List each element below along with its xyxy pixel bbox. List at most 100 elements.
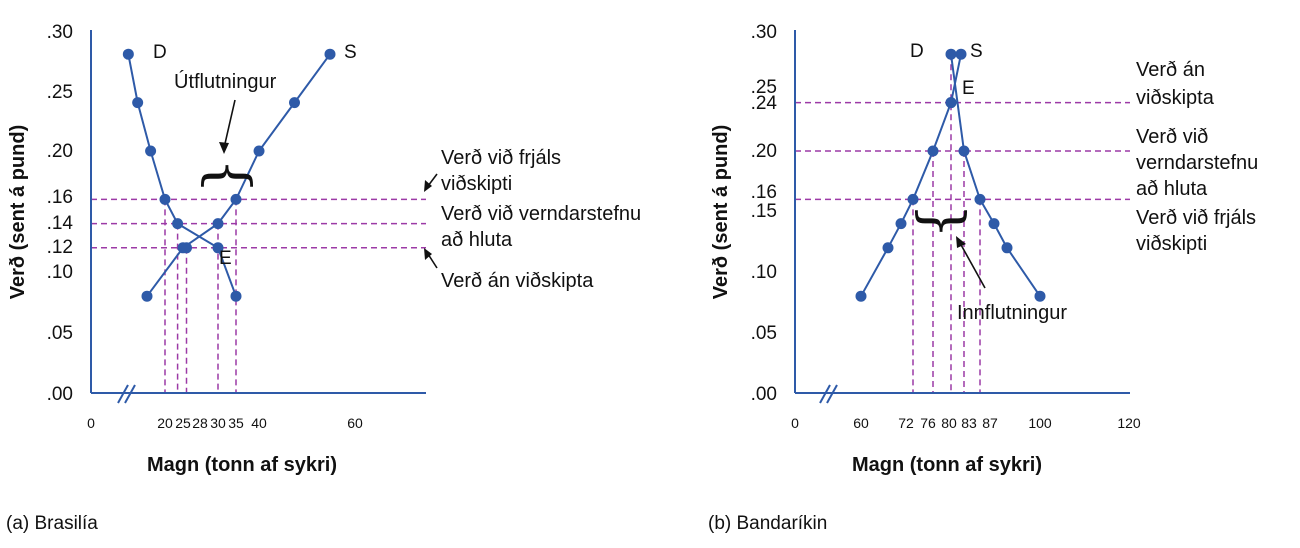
panel-b-import-brace: { xyxy=(907,203,972,239)
panel-b-ytick: .25 xyxy=(751,77,777,98)
panel-b-points xyxy=(855,48,1046,302)
panel-b-xtick: 83 xyxy=(961,415,977,431)
panel-a-free-trade-label-2: viðskipti xyxy=(441,173,512,195)
panel-b-dashed-lines xyxy=(795,54,1130,393)
a-demand-point xyxy=(172,218,184,230)
a-supply-point xyxy=(324,48,336,60)
panel-a-partial-label-1: Verð við verndarstefnu xyxy=(441,203,641,225)
panel-b-import-label: Innflutningur xyxy=(957,302,1067,324)
b-demand-point xyxy=(974,193,986,205)
panel-a-x-axis-title: Magn (tonn af sykri) xyxy=(147,454,337,476)
panel-b-ytick: .05 xyxy=(751,323,777,344)
b-supply-point xyxy=(855,290,867,302)
b-demand-point xyxy=(1001,242,1013,254)
panel-b-ytick: .30 xyxy=(751,22,777,43)
panel-b-no-trade-label-1: Verð án xyxy=(1136,59,1205,81)
a-supply-point xyxy=(253,145,265,157)
panel-a-ytick: .14 xyxy=(47,213,74,234)
a-demand-point xyxy=(212,242,224,254)
panel-b-x-axis-title: Magn (tonn af sykri) xyxy=(852,454,1042,476)
panel-b-caption: (b) Bandaríkin xyxy=(708,513,827,534)
panel-b-axis-break-1 xyxy=(819,384,831,404)
panel-a-ytick: .25 xyxy=(47,82,73,103)
panel-a-ytick: .20 xyxy=(47,141,73,162)
panel-b-ytick: .24 xyxy=(751,93,778,114)
panel-a-export-brace: { xyxy=(196,158,261,194)
panel-b-xtick: 72 xyxy=(898,415,914,431)
panel-a-ytick: .16 xyxy=(47,187,73,208)
a-supply-point xyxy=(141,290,153,302)
panel-a-free-trade-label-1: Verð við frjáls xyxy=(441,147,561,169)
panel-a-axis-break-2 xyxy=(124,384,136,404)
panel-a-xtick: 35 xyxy=(228,415,244,431)
panel-a-xtick: 0 xyxy=(87,415,95,431)
panel-a-ytick: .05 xyxy=(47,323,73,344)
panel-a-x-ticks: 0 20 25 28 30 35 40 60 xyxy=(87,415,363,431)
panel-b-xtick: 120 xyxy=(1117,415,1141,431)
panel-b-usa: .30 .25 .24 .20 .16 .15 .10 .05 .00 0 60… xyxy=(708,22,1258,534)
panel-a-xtick: 40 xyxy=(251,415,267,431)
panel-a-demand-label: D xyxy=(153,42,167,63)
panel-b-xtick: 0 xyxy=(791,415,799,431)
panel-a-export-arrowhead xyxy=(219,142,229,154)
b-demand-point xyxy=(958,145,970,157)
panel-b-import-arrowhead xyxy=(956,236,966,248)
panel-b-partial-label-2: verndarstefnu xyxy=(1136,152,1258,174)
panel-b-ytick: .15 xyxy=(751,201,777,222)
panel-b-xtick: 100 xyxy=(1028,415,1052,431)
a-demand-point xyxy=(145,145,157,157)
panel-a-no-trade-arrowhead xyxy=(424,248,432,260)
panel-b-equilibrium-label: E xyxy=(962,78,975,99)
panel-a-xtick: 28 xyxy=(192,415,208,431)
panel-a-partial-label-2: að hluta xyxy=(441,229,513,251)
panel-b-xtick: 80 xyxy=(941,415,957,431)
panel-a-ytick: .12 xyxy=(47,237,73,258)
panel-a-supply-label: S xyxy=(344,42,357,63)
b-supply-point xyxy=(907,193,919,205)
panel-a-free-trade-arrowhead xyxy=(424,180,432,192)
panel-a-y-axis-title: Verð (sent á pund) xyxy=(7,125,29,299)
panel-a-ytick: .00 xyxy=(47,384,73,405)
panel-b-y-ticks: .30 .25 .24 .20 .16 .15 .10 .05 .00 xyxy=(751,22,778,405)
panel-a-points xyxy=(122,48,336,302)
panel-a-no-trade-label: Verð án viðskipta xyxy=(441,270,594,292)
panel-b-xtick: 87 xyxy=(982,415,998,431)
panel-a-xtick: 30 xyxy=(210,415,226,431)
panel-a-y-ticks: .30 .25 .20 .16 .14 .12 .10 .05 .00 xyxy=(47,22,74,405)
b-demand-point xyxy=(988,218,1000,230)
panel-a-xtick: 60 xyxy=(347,415,363,431)
b-supply-point xyxy=(895,218,907,230)
panel-a-xtick: 20 xyxy=(157,415,173,431)
panel-b-axis-break-2 xyxy=(826,384,838,404)
panel-a-brazil: .30 .25 .20 .16 .14 .12 .10 .05 .00 0 20… xyxy=(6,22,641,534)
panel-b-import-arrow xyxy=(959,242,986,289)
panel-a-xtick: 25 xyxy=(175,415,191,431)
panel-b-ytick: .10 xyxy=(751,262,777,283)
panel-a-caption: (a) Brasilía xyxy=(6,513,98,534)
a-demand-point xyxy=(132,97,144,109)
a-equilibrium-point xyxy=(181,242,192,254)
panel-a-export-label: Útflutningur xyxy=(174,70,277,93)
panel-b-free-trade-label-2: viðskipti xyxy=(1136,233,1207,255)
panel-a-no-trade-arrow xyxy=(427,253,438,269)
panel-b-free-trade-label-1: Verð við frjáls xyxy=(1136,207,1256,229)
panel-a-axes xyxy=(90,30,426,404)
panel-b-x-ticks: 0 60 72 76 80 83 87 100 120 xyxy=(791,415,1141,431)
panel-a-export-arrow xyxy=(223,99,236,149)
b-equilibrium-point xyxy=(945,97,957,109)
panel-a-equilibrium-label: E xyxy=(219,248,232,269)
b-supply-point xyxy=(927,145,939,157)
panel-b-ytick: .16 xyxy=(751,182,777,203)
b-supply-point xyxy=(882,242,894,254)
a-supply-point xyxy=(212,218,224,230)
panel-b-supply-label: S xyxy=(970,41,983,62)
panel-b-xtick: 60 xyxy=(853,415,869,431)
b-demand-point xyxy=(945,48,957,60)
panel-a-ytick: .10 xyxy=(47,262,73,283)
panel-a-axis-break-1 xyxy=(117,384,129,404)
b-supply-point xyxy=(955,48,967,60)
panel-b-demand-label: D xyxy=(910,41,924,62)
a-supply-point xyxy=(230,193,242,205)
panel-b-partial-label-1: Verð við xyxy=(1136,126,1208,148)
